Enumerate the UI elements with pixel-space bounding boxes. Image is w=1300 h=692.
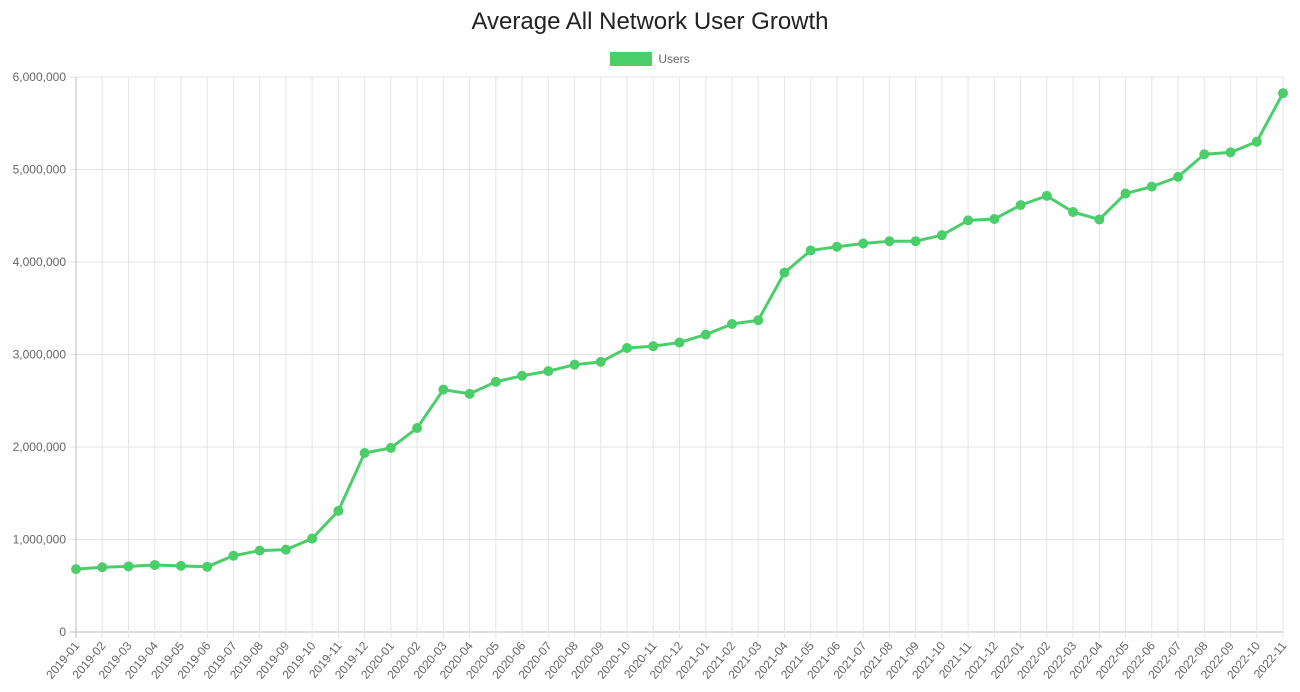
data-point[interactable]: 2019-06: 705,000: [202, 561, 213, 572]
data-point[interactable]: 2019-10: 1,010,000: [307, 533, 318, 544]
data-point[interactable]: 2021-12: 4,465,000: [989, 213, 1000, 224]
y-tick-label: 0: [59, 625, 66, 639]
data-point[interactable]: 2019-03: 710,000: [123, 561, 134, 572]
legend-swatch: [610, 52, 653, 66]
data-point[interactable]: 2021-03: 3,370,000: [753, 315, 764, 326]
data-point[interactable]: 2020-01: 1,990,000: [385, 442, 396, 453]
data-point[interactable]: 2019-07: 825,000: [228, 550, 239, 561]
data-point[interactable]: 2020-06: 2,770,000: [517, 370, 528, 381]
data-point[interactable]: 2021-04: 3,885,000: [779, 267, 790, 278]
data-point[interactable]: 2020-07: 2,820,000: [543, 366, 554, 377]
data-point[interactable]: 2022-07: 4,920,000: [1173, 171, 1184, 182]
data-point[interactable]: 2022-08: 5,165,000: [1199, 149, 1210, 160]
data-point[interactable]: 2019-11: 1,310,000: [333, 505, 344, 516]
data-point[interactable]: 2022-04: 4,460,000: [1094, 214, 1105, 225]
y-tick-label: 4,000,000: [13, 255, 67, 269]
data-point[interactable]: 2022-05: 4,740,000: [1120, 188, 1131, 199]
data-point[interactable]: 2020-02: 2,205,000: [412, 423, 423, 434]
y-tick-label: 1,000,000: [13, 533, 67, 547]
y-tick-label: 3,000,000: [13, 348, 67, 362]
data-point[interactable]: 2020-12: 3,130,000: [674, 337, 685, 348]
chart-title: Average All Network User Growth: [471, 8, 829, 35]
data-point[interactable]: 2019-05: 715,000: [175, 560, 186, 571]
y-tick-label: 2,000,000: [13, 440, 67, 454]
data-point[interactable]: 2021-09: 4,225,000: [910, 236, 921, 247]
data-point[interactable]: 2021-05: 4,125,000: [805, 245, 816, 256]
data-point[interactable]: 2019-12: 1,935,000: [359, 448, 370, 459]
data-point[interactable]: 2021-10: 4,290,000: [936, 230, 947, 241]
legend[interactable]: Users: [0, 52, 1300, 66]
data-point[interactable]: 2020-09: 2,920,000: [595, 356, 606, 367]
data-point[interactable]: 2021-06: 4,165,000: [831, 241, 842, 252]
data-point[interactable]: 2022-02: 4,715,000: [1041, 190, 1052, 201]
data-point[interactable]: 2019-01: 680,000: [71, 564, 81, 575]
data-point[interactable]: 2019-04: 725,000: [149, 559, 160, 570]
data-point[interactable]: 2021-07: 4,200,000: [858, 238, 869, 249]
legend-label: Users: [658, 52, 690, 66]
data-point[interactable]: 2022-11: 5,825,000: [1278, 88, 1288, 99]
data-point[interactable]: 2022-03: 4,540,000: [1068, 207, 1079, 218]
data-point[interactable]: 2020-05: 2,705,000: [490, 376, 501, 387]
data-point[interactable]: 2020-10: 3,070,000: [622, 343, 633, 354]
data-point[interactable]: 2022-09: 5,185,000: [1225, 147, 1236, 158]
data-point[interactable]: 2020-11: 3,090,000: [648, 341, 659, 352]
data-point[interactable]: 2022-01: 4,615,000: [1015, 200, 1026, 211]
data-point[interactable]: 2021-11: 4,450,000: [963, 215, 974, 226]
data-point[interactable]: 2020-08: 2,890,000: [569, 359, 580, 370]
data-point[interactable]: 2021-08: 4,225,000: [884, 236, 895, 247]
data-point[interactable]: 2019-02: 700,000: [97, 562, 108, 573]
data-point[interactable]: 2020-03: 2,620,000: [438, 384, 449, 395]
data-point[interactable]: 2019-09: 890,000: [280, 544, 291, 555]
data-point[interactable]: 2020-04: 2,575,000: [464, 388, 475, 399]
y-tick-label: 5,000,000: [13, 163, 67, 177]
data-point[interactable]: 2022-10: 5,300,000: [1251, 136, 1262, 147]
data-point[interactable]: 2021-02: 3,330,000: [726, 318, 737, 329]
data-point[interactable]: 2021-01: 3,215,000: [700, 329, 711, 340]
data-point[interactable]: 2022-06: 4,815,000: [1146, 181, 1157, 192]
y-tick-label: 6,000,000: [13, 70, 67, 84]
data-point[interactable]: 2019-08: 880,000: [254, 545, 265, 556]
